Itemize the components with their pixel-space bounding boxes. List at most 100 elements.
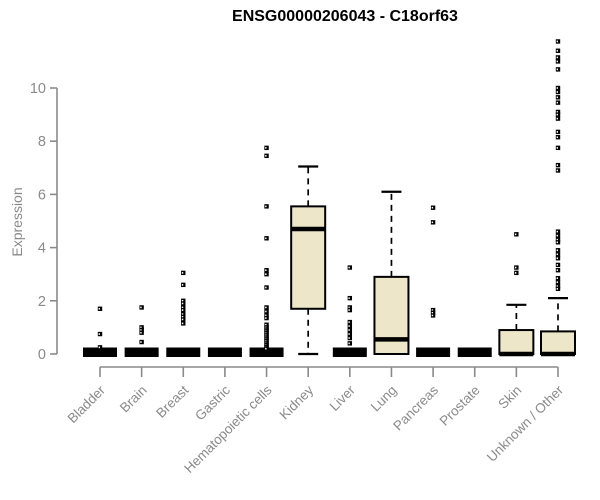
outlier-point-notch bbox=[140, 341, 142, 343]
outlier-point-notch bbox=[556, 91, 558, 93]
outlier-point-notch bbox=[556, 96, 558, 99]
outlier-point-notch bbox=[556, 87, 558, 89]
outlier-point-notch bbox=[140, 306, 142, 309]
outlier-point-notch bbox=[556, 281, 558, 283]
outlier-point-notch bbox=[265, 347, 267, 350]
outlier-point-notch bbox=[556, 285, 558, 287]
outlier-point bbox=[264, 309, 269, 314]
outlier-point-notch bbox=[181, 322, 184, 325]
outlier-point-notch bbox=[265, 269, 267, 272]
boxplot-group-prostate bbox=[457, 347, 492, 357]
outlier-point-notch bbox=[265, 205, 267, 208]
outlier-point-notch bbox=[514, 266, 517, 269]
outlier-point-notch bbox=[556, 249, 558, 252]
outlier-point-notch bbox=[556, 277, 558, 279]
y-tick-label: 10 bbox=[30, 81, 46, 97]
outlier-point-notch bbox=[348, 309, 350, 311]
outlier-point-notch bbox=[181, 272, 184, 274]
collapsed-box bbox=[166, 347, 201, 357]
outlier-point-notch bbox=[181, 315, 184, 318]
x-tick-label-gastric: Gastric bbox=[192, 382, 233, 423]
outlier-point-notch bbox=[514, 233, 517, 236]
outlier-point-notch bbox=[181, 284, 184, 286]
outlier-point-notch bbox=[556, 40, 558, 43]
outlier-point-notch bbox=[556, 147, 558, 149]
outlier-point-notch bbox=[181, 302, 184, 305]
outlier-point-notch bbox=[431, 206, 434, 209]
outlier-point-notch bbox=[98, 307, 100, 310]
outlier-point-notch bbox=[265, 155, 267, 157]
box bbox=[498, 329, 535, 355]
outlier-point-notch bbox=[181, 306, 184, 309]
boxplot-group-liver bbox=[332, 265, 367, 357]
outlier-point-notch bbox=[181, 309, 184, 311]
x-tick-label-brain: Brain bbox=[117, 383, 150, 416]
outlier-point-notch bbox=[431, 314, 434, 317]
x-tick-label-unknown-other: Unknown / Other bbox=[484, 382, 567, 465]
x-tick-label-skin: Skin bbox=[495, 383, 524, 412]
outlier-point bbox=[264, 268, 269, 273]
outlier-point-notch bbox=[556, 169, 558, 172]
outlier-point-notch bbox=[556, 238, 558, 241]
y-tick-label: 0 bbox=[38, 347, 46, 363]
outlier-point-notch bbox=[556, 60, 558, 63]
outlier-point-notch bbox=[556, 113, 558, 116]
y-tick-label: 2 bbox=[38, 294, 46, 310]
outlier-point-notch bbox=[556, 253, 558, 256]
outlier-point bbox=[139, 339, 144, 345]
outlier-point-notch bbox=[348, 325, 350, 327]
outlier-point bbox=[139, 305, 144, 310]
y-tick-label: 6 bbox=[38, 187, 46, 203]
outlier-point-notch bbox=[140, 331, 142, 334]
outlier-point bbox=[264, 272, 269, 277]
outlier-point-notch bbox=[556, 111, 558, 113]
outlier-point-notch bbox=[348, 329, 350, 331]
boxplot-group-kidney bbox=[290, 165, 327, 356]
outlier-point-notch bbox=[265, 147, 267, 149]
boxplot-group-bladder bbox=[83, 306, 117, 357]
outlier-point-notch bbox=[556, 49, 558, 52]
collapsed-box bbox=[332, 347, 367, 357]
outlier-point-notch bbox=[556, 269, 558, 272]
box bbox=[373, 275, 410, 355]
outlier-point bbox=[264, 145, 269, 151]
outlier-point-notch bbox=[431, 309, 434, 311]
outlier-point-notch bbox=[265, 323, 267, 326]
outlier-point-notch bbox=[556, 136, 558, 139]
collapsed-box bbox=[124, 347, 159, 357]
outlier-point-notch bbox=[265, 310, 267, 313]
outlier-point bbox=[264, 153, 269, 159]
collapsed-box bbox=[83, 347, 117, 357]
box bbox=[540, 330, 576, 356]
x-tick-label-prostate: Prostate bbox=[437, 383, 483, 429]
outlier-point-notch bbox=[265, 286, 267, 289]
x-tick-label-kidney: Kidney bbox=[277, 382, 317, 422]
y-tick-label: 8 bbox=[38, 134, 46, 150]
y-tick-label: 4 bbox=[38, 241, 46, 257]
outlier-point-notch bbox=[556, 288, 558, 290]
x-tick-label-liver: Liver bbox=[327, 382, 359, 414]
outlier-point-notch bbox=[514, 272, 517, 274]
outlier-point-notch bbox=[265, 317, 267, 319]
boxplot-group-pancreas bbox=[416, 205, 451, 357]
outlier-point bbox=[264, 346, 269, 351]
boxplot-group-gastric bbox=[207, 347, 242, 357]
outlier-point bbox=[139, 330, 144, 335]
outlier-point-notch bbox=[556, 264, 558, 266]
boxplot-group-brain bbox=[124, 305, 159, 357]
collapsed-box bbox=[457, 347, 492, 357]
x-tick-label-lung: Lung bbox=[368, 383, 400, 415]
x-tick-label-bladder: Bladder bbox=[65, 382, 109, 426]
outlier-point-notch bbox=[98, 346, 100, 349]
outlier-point bbox=[139, 325, 144, 330]
outlier-point bbox=[264, 236, 269, 241]
outlier-point-notch bbox=[348, 266, 350, 269]
outlier-point-notch bbox=[98, 333, 100, 335]
boxplot-group-unknown-other bbox=[540, 39, 576, 357]
outlier-point-notch bbox=[348, 337, 350, 339]
outlier-point-notch bbox=[431, 221, 434, 224]
outlier-point-notch bbox=[556, 68, 558, 71]
outlier-point bbox=[264, 305, 269, 310]
outlier-point-notch bbox=[140, 326, 142, 329]
